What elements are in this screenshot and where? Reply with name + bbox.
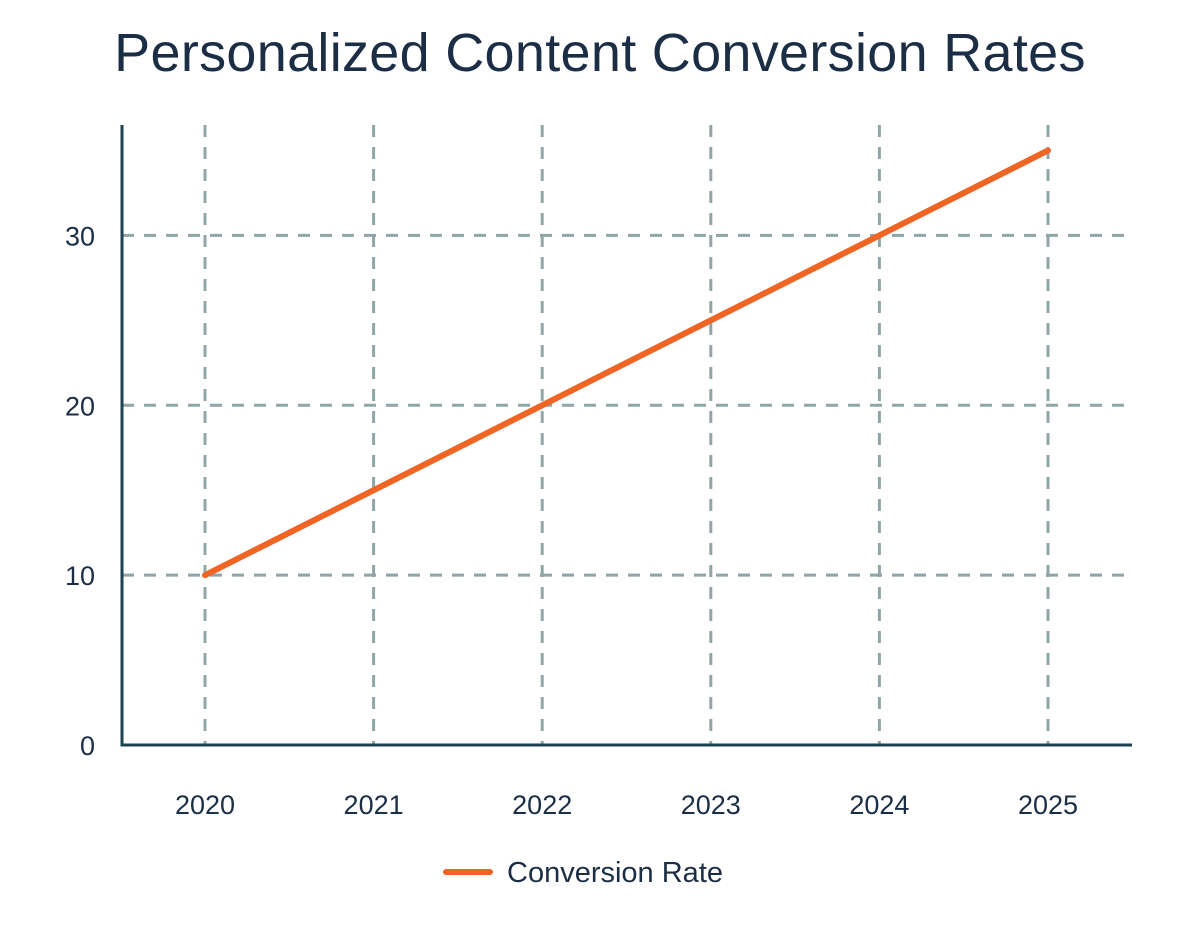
x-tick-label: 2021 — [344, 790, 404, 820]
y-tick-label: 30 — [65, 221, 95, 251]
x-tick-label: 2023 — [681, 790, 741, 820]
x-tick-label: 2025 — [1018, 790, 1078, 820]
y-tick-label: 10 — [65, 561, 95, 591]
x-tick-label: 2024 — [849, 790, 909, 820]
legend-label: Conversion Rate — [507, 857, 723, 889]
y-tick-label: 20 — [65, 391, 95, 421]
y-tick-label: 0 — [80, 731, 95, 761]
x-tick-label: 2020 — [175, 790, 235, 820]
series-line — [202, 147, 1051, 579]
x-tick-label: 2022 — [512, 790, 572, 820]
chart-title: Personalized Content Conversion Rates — [114, 23, 1086, 83]
